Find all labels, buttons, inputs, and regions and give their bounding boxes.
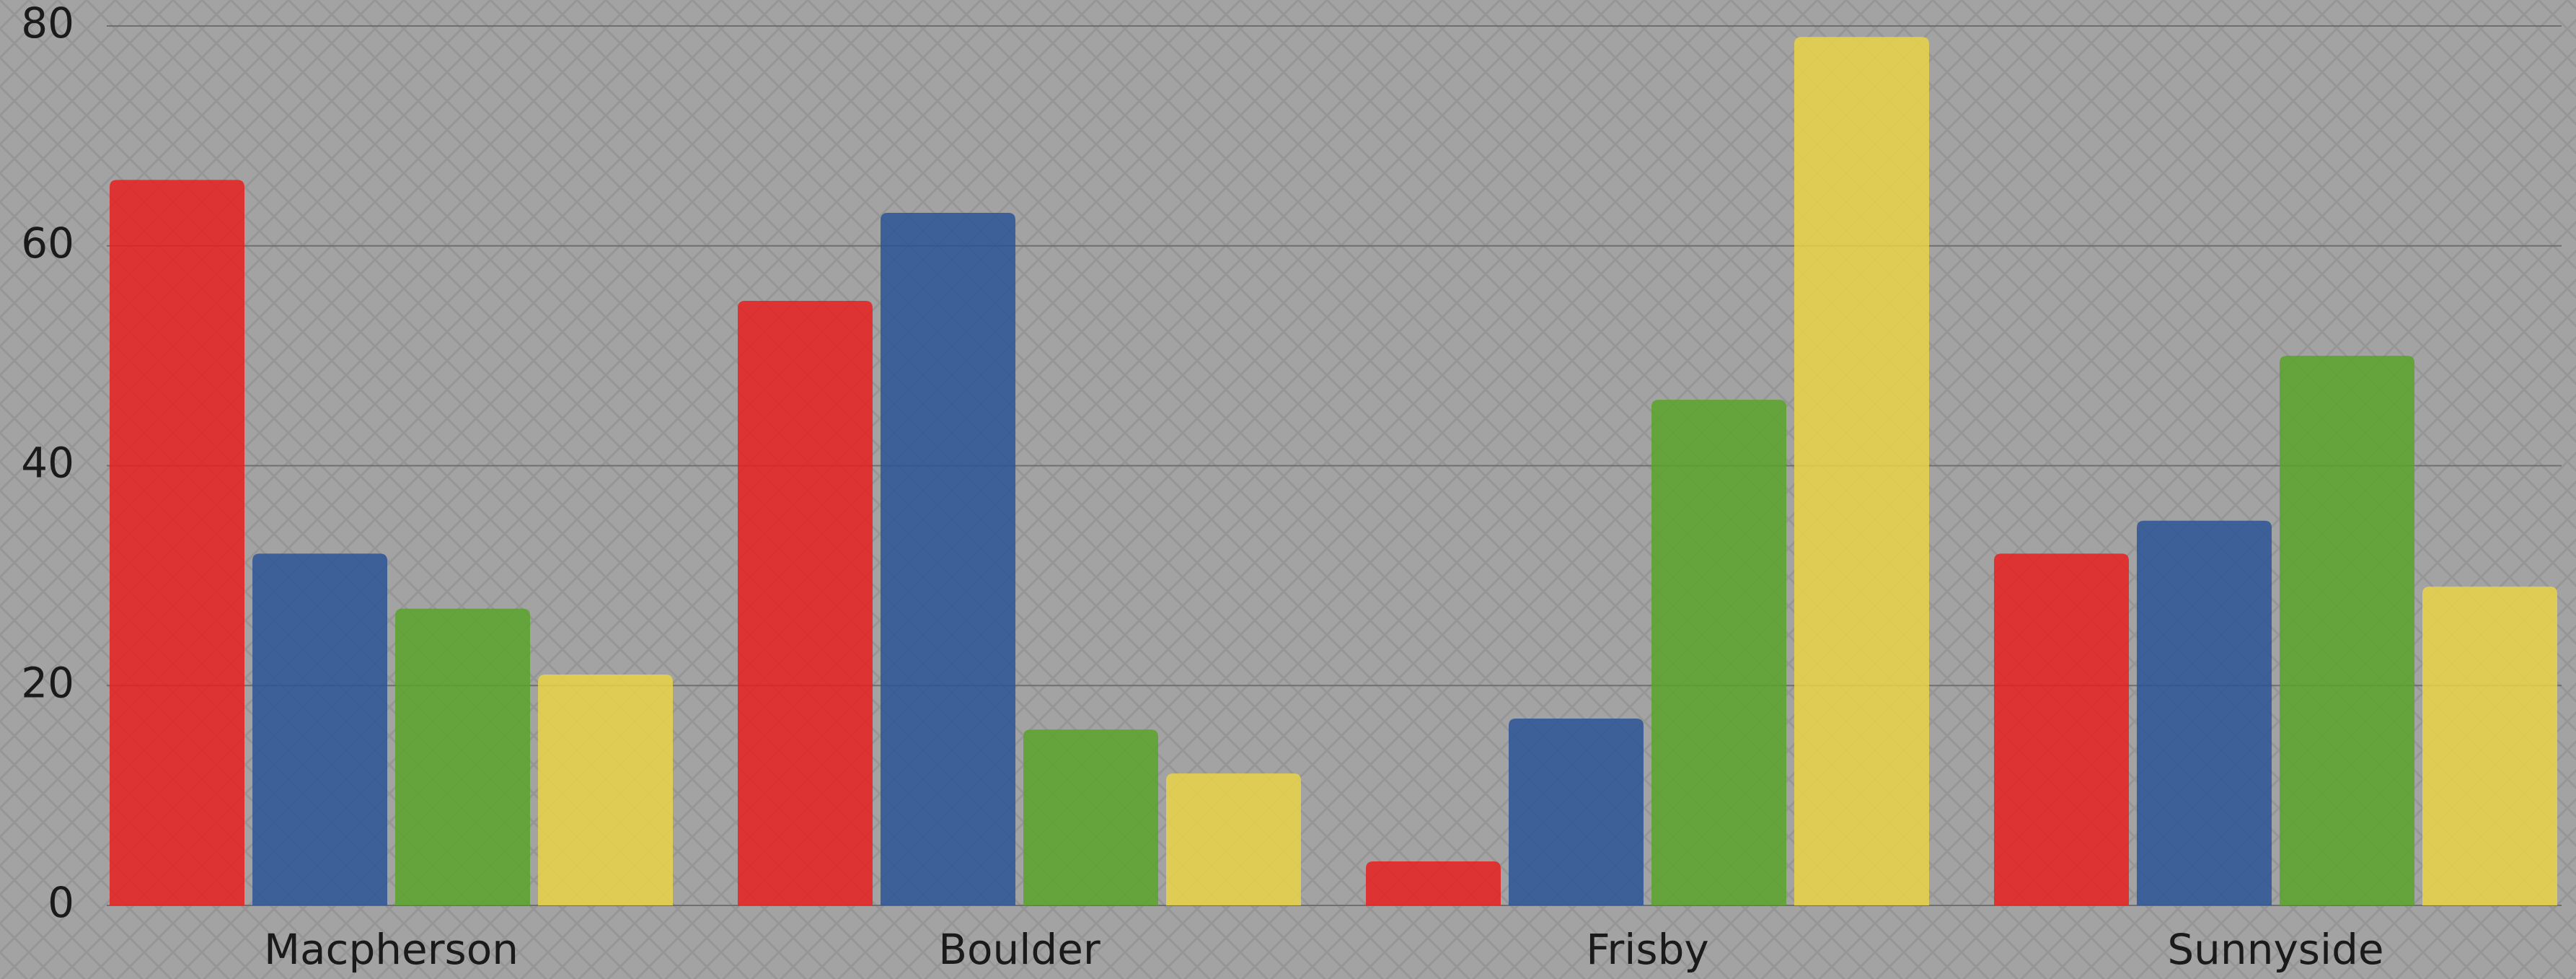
bar [252,553,387,905]
bar [1509,718,1644,905]
y-tick-label: 80 [21,0,74,48]
bar [538,675,673,905]
bar [2280,356,2414,905]
bar [2422,587,2557,905]
y-tick-label: 0 [48,878,74,927]
x-tick-label: Macpherson [264,925,519,974]
bar [110,180,244,905]
bar [1023,729,1158,905]
bar [1366,861,1501,905]
bar [1166,773,1301,905]
bar [2137,520,2272,905]
x-tick-label: Boulder [938,925,1100,974]
bar [395,608,530,905]
y-tick-label: 20 [21,658,74,707]
x-tick-label: Frisby [1586,925,1708,974]
bar [881,213,1015,906]
bar [1794,37,1929,905]
y-tick-label: 40 [21,439,74,488]
bar [1651,400,1786,905]
bar [738,300,873,905]
y-tick-label: 60 [21,219,74,268]
x-tick-label: Sunnyside [2167,925,2383,974]
bar [1994,553,2129,905]
